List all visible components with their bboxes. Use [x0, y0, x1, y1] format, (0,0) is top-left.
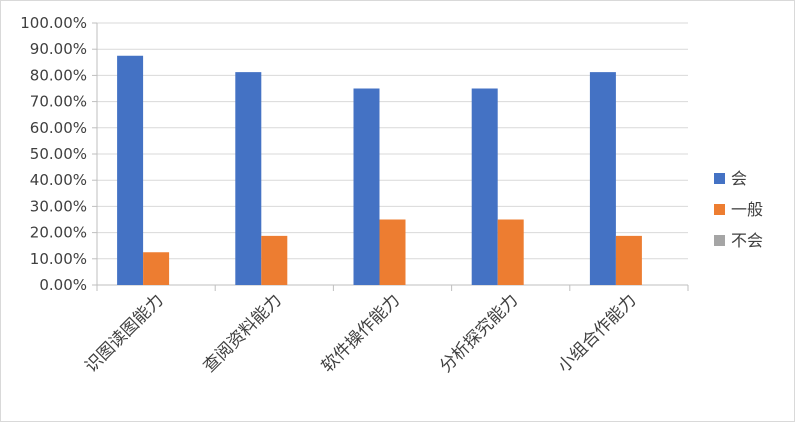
- y-axis-tick-labels: 0.00% 10.00% 20.00% 30.00% 40.00% 50.00% 60.00…: [20, 14, 87, 294]
- legend-label: 不会: [731, 231, 763, 250]
- legend-label: 会: [731, 169, 747, 188]
- y-axis-tick-label: 80.00%: [30, 66, 87, 84]
- bar-会-软件操作能力: [353, 88, 380, 285]
- legend-swatch: [714, 173, 725, 184]
- x-axis-category-labels: 识图读图能力 查阅资料能力 软件操作能力 分析探究能力 小组合作能力: [81, 290, 640, 376]
- legend-swatch: [714, 204, 725, 215]
- x-axis-category-label: 识图读图能力: [81, 290, 167, 376]
- bar-一般-查阅资料能力: [261, 235, 288, 285]
- bar-会-小组合作能力: [589, 72, 616, 285]
- y-axis-tick-label: 0.00%: [39, 276, 87, 294]
- bar-会-识图读图能力: [117, 55, 144, 285]
- y-axis-tick-label: 30.00%: [30, 197, 87, 215]
- y-axis-tick-label: 20.00%: [30, 224, 87, 242]
- bar-一般-软件操作能力: [379, 219, 406, 285]
- y-axis-tick-label: 10.00%: [30, 250, 87, 268]
- bars: [117, 55, 642, 285]
- bar-会-分析探究能力: [471, 88, 498, 285]
- x-axis-category-label: 分析探究能力: [436, 290, 522, 376]
- y-axis-tick-label: 60.00%: [30, 119, 87, 137]
- gridlines: [97, 22, 688, 286]
- y-axis-tick-label: 100.00%: [20, 14, 87, 32]
- bar-一般-识图读图能力: [143, 252, 170, 285]
- bar-一般-分析探究能力: [497, 219, 524, 285]
- legend-label: 一般: [731, 200, 763, 219]
- y-axis-tick-label: 40.00%: [30, 171, 87, 189]
- y-axis-tick-label: 90.00%: [30, 40, 87, 58]
- y-axis-tick-label: 50.00%: [30, 145, 87, 163]
- x-axis-category-label: 软件操作能力: [318, 290, 404, 376]
- x-axis-category-label: 小组合作能力: [554, 290, 640, 376]
- x-axis-category-label: 查阅资料能力: [200, 290, 286, 376]
- bar-一般-小组合作能力: [615, 235, 642, 285]
- y-axis-tick-label: 70.00%: [30, 93, 87, 111]
- bar-会-查阅资料能力: [235, 72, 262, 285]
- legend-swatch: [714, 235, 725, 246]
